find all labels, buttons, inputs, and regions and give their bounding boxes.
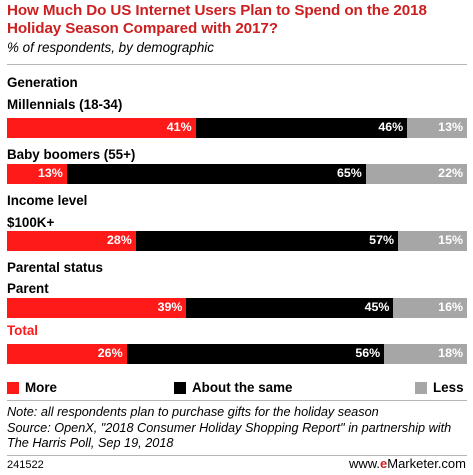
legend-label-more: More bbox=[25, 380, 57, 395]
bar-segment-more: 13% bbox=[7, 164, 67, 184]
bar-segment-less: 13% bbox=[407, 118, 467, 138]
data-label-more: 26% bbox=[97, 346, 123, 360]
category-label-total: Total bbox=[7, 323, 38, 338]
bar-segment-same: 57% bbox=[135, 231, 398, 251]
source-text: Source: OpenX, "2018 Consumer Holiday Sh… bbox=[7, 420, 452, 451]
data-label-more: 13% bbox=[37, 166, 63, 180]
chart-subtitle: % of respondents, by demographic bbox=[7, 40, 214, 55]
category-label-baby-boomers: Baby boomers (55+) bbox=[7, 147, 136, 162]
category-label-millennials: Millennials (18-34) bbox=[7, 97, 123, 112]
data-label-same: 57% bbox=[369, 233, 394, 247]
stacked-bar-baby-boomers: 13% 65% 22% bbox=[7, 164, 467, 184]
chart-id: 241522 bbox=[7, 459, 44, 471]
group-label-income: Income level bbox=[7, 193, 88, 208]
data-label-less: 22% bbox=[438, 166, 463, 180]
legend-item-more: More bbox=[7, 380, 57, 395]
stacked-bar-100k: 28% 57% 15% bbox=[7, 231, 467, 251]
chart-title: How Much Do US Internet Users Plan to Sp… bbox=[7, 2, 427, 37]
brand-www: www. bbox=[348, 456, 381, 471]
note-text: Note: all respondents plan to purchase g… bbox=[7, 405, 379, 419]
bar-segment-more: 39% bbox=[7, 298, 187, 318]
bar-segment-less: 15% bbox=[397, 231, 467, 251]
stacked-bar-millennials: 41% 46% 13% bbox=[7, 118, 467, 138]
footer-divider bbox=[7, 455, 467, 456]
legend-swatch-same bbox=[174, 381, 186, 394]
data-label-less: 16% bbox=[438, 300, 463, 314]
brand-logo[interactable]: www.eMarketer.com bbox=[349, 456, 466, 471]
data-label-same: 45% bbox=[364, 300, 390, 314]
data-label-more: 41% bbox=[166, 120, 192, 134]
legend-item-same: About the same bbox=[174, 380, 292, 395]
data-label-less: 15% bbox=[438, 233, 463, 247]
bar-segment-same: 65% bbox=[66, 164, 366, 184]
bar-segment-same: 45% bbox=[186, 298, 394, 318]
legend-swatch-less bbox=[415, 381, 427, 394]
bar-segment-same: 46% bbox=[195, 118, 408, 138]
bar-segment-less: 22% bbox=[365, 164, 467, 184]
data-label-same: 56% bbox=[355, 346, 381, 360]
data-label-more: 39% bbox=[157, 300, 183, 314]
group-label-generation: Generation bbox=[7, 75, 78, 90]
bar-segment-less: 18% bbox=[384, 344, 467, 364]
data-label-less: 13% bbox=[438, 120, 463, 134]
legend-label-less: Less bbox=[433, 380, 464, 395]
data-label-same: 46% bbox=[378, 120, 404, 134]
footnote: Note: all respondents plan to purchase g… bbox=[7, 405, 467, 452]
bar-segment-more: 26% bbox=[7, 344, 127, 364]
legend-label-same: About the same bbox=[192, 380, 293, 395]
legend-item-less: Less bbox=[415, 380, 464, 395]
brand-rest: Marketer.com bbox=[387, 456, 466, 471]
category-label-parent: Parent bbox=[7, 281, 49, 296]
bar-segment-less: 16% bbox=[393, 298, 467, 318]
brand-e: e bbox=[380, 456, 388, 471]
stacked-bar-total: 26% 56% 18% bbox=[7, 344, 467, 364]
bottom-divider bbox=[7, 400, 467, 401]
group-label-parental-status: Parental status bbox=[7, 260, 104, 275]
bar-segment-more: 41% bbox=[7, 118, 196, 138]
top-divider bbox=[7, 64, 467, 65]
bar-segment-more: 28% bbox=[7, 231, 136, 251]
data-label-less: 18% bbox=[438, 346, 463, 360]
data-label-same: 65% bbox=[336, 166, 362, 180]
legend-swatch-more bbox=[7, 381, 19, 394]
category-label-100k: $100K+ bbox=[7, 215, 55, 230]
bar-segment-same: 56% bbox=[126, 344, 385, 364]
stacked-bar-parent: 39% 45% 16% bbox=[7, 298, 467, 318]
data-label-more: 28% bbox=[106, 233, 132, 247]
